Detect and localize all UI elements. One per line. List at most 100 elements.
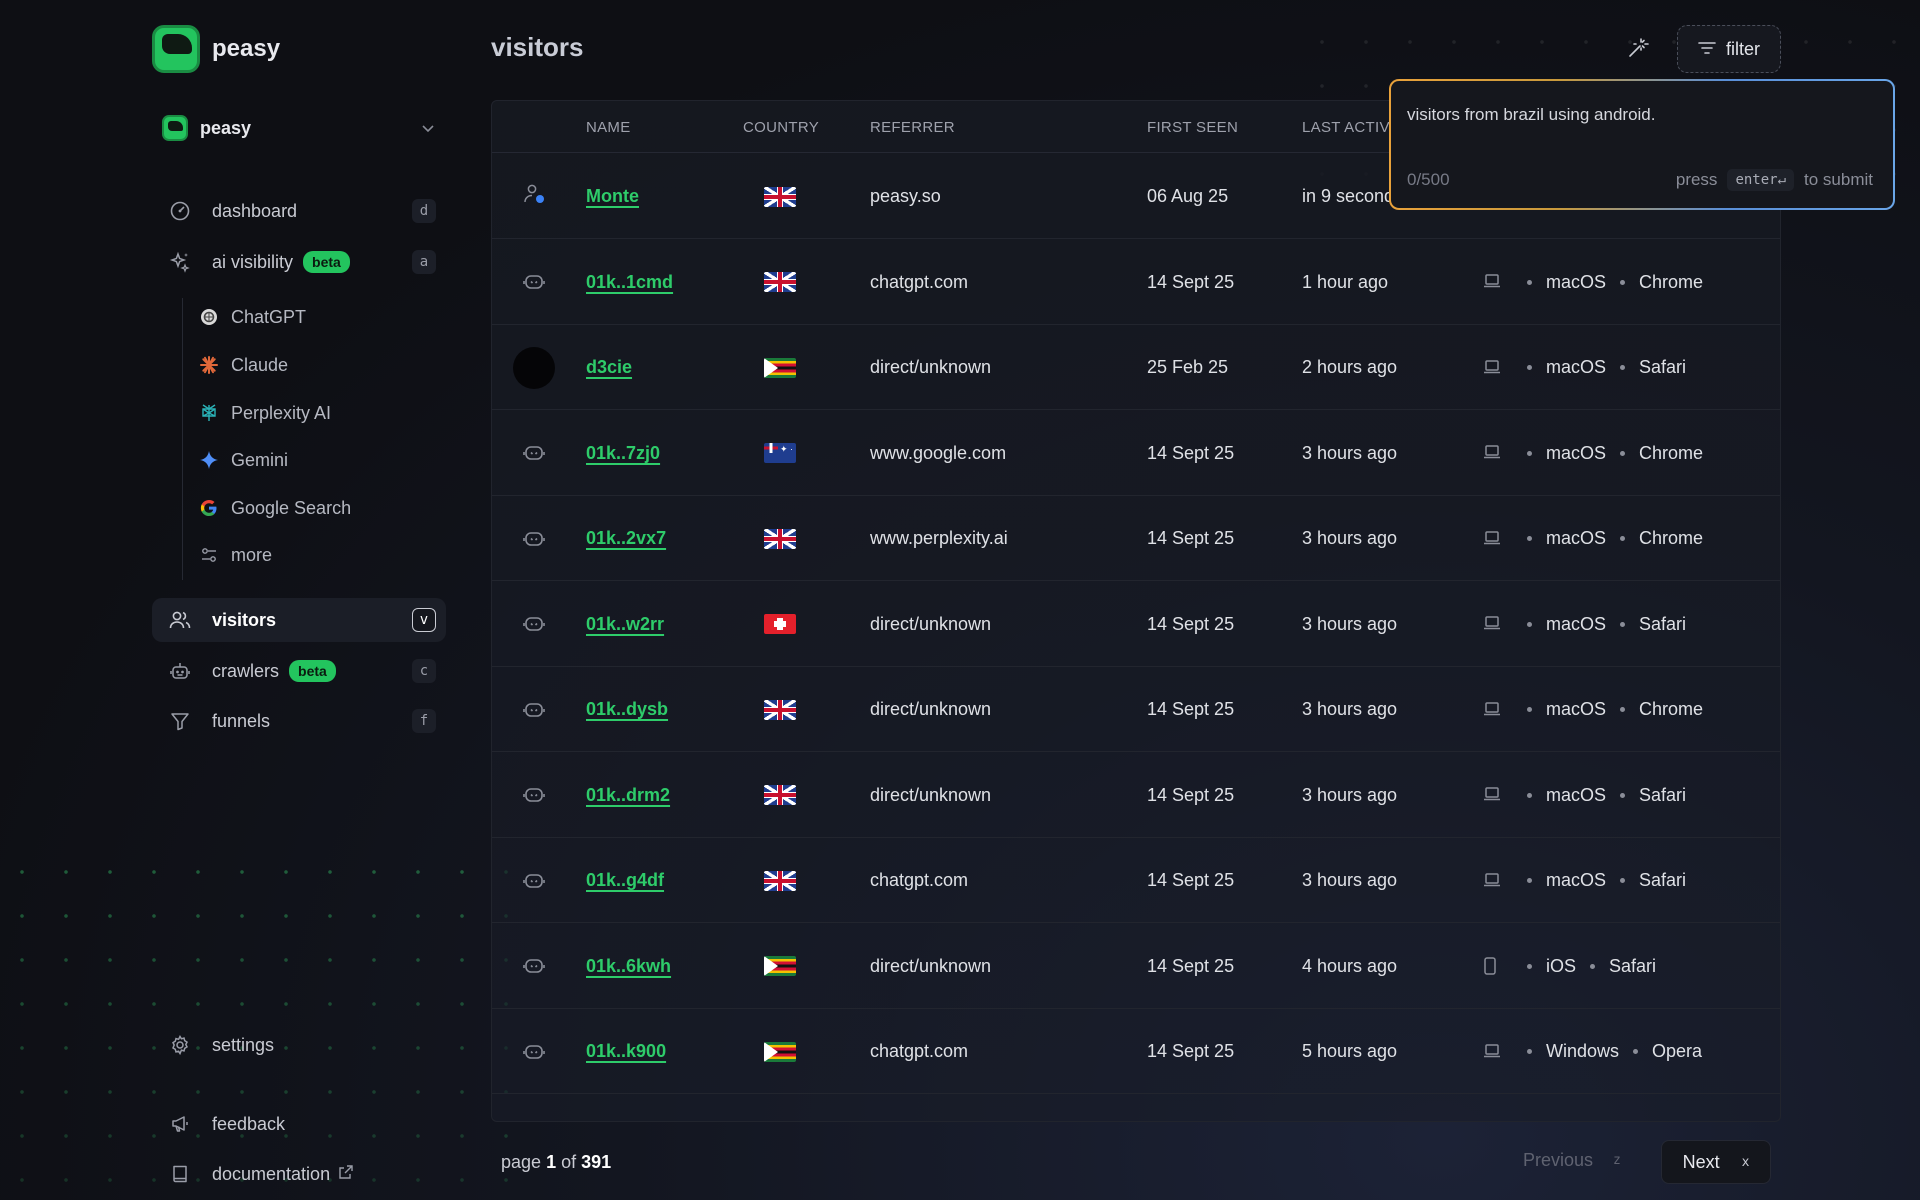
browser-label: Chrome [1639,271,1704,292]
sidebar-subitem-perplexity[interactable]: Perplexity AI [199,398,331,428]
country-flag-gb [764,785,796,805]
separator-dot [1620,536,1626,541]
ai-wand-button[interactable] [1626,36,1654,64]
laptop-icon [1483,273,1501,291]
os-label: macOS [1546,357,1607,377]
column-header-first-seen[interactable]: FIRST SEEN [1147,119,1239,136]
table-row[interactable]: 01k..w2rr direct/unknown 14 Sept 25 3 hours… [492,582,1780,667]
previous-button[interactable]: Previous z [1523,1150,1621,1171]
table-row[interactable]: d3cie direct/unknown 25 Feb 25 2 hours ago m… [492,325,1780,410]
visitor-name-link[interactable]: 01k..7zj0 [586,442,661,463]
sliders-icon [199,545,219,565]
referrer-cell: chatgpt.com [870,1041,969,1061]
table-row[interactable]: 01k..g4df chatgpt.com 14 Sept 25 3 hours ag… [492,838,1780,923]
filter-button[interactable]: filter [1677,25,1781,73]
country-cell [764,496,796,581]
table-header: NAME COUNTRY REFERRER FIRST SEEN LAST AC… [492,101,1780,153]
of-word: of [561,1152,577,1172]
first-seen-cell: 14 Sept 25 [1147,784,1235,805]
sidebar-item-documentation[interactable]: documentation [152,1152,446,1196]
device-cell: macOS Chrome [1483,240,1703,325]
table-row[interactable]: Monte peasy.so 06 Aug 25 in 9 second [492,154,1780,239]
visitor-name-link[interactable]: Monte [586,186,639,206]
sidebar-item-label: crawlers [212,660,280,681]
sidebar-item-feedback[interactable]: feedback [152,1102,446,1146]
sidebar-item-dashboard[interactable]: dashboard d [152,189,446,233]
visitor-name-link[interactable]: 01k..drm2 [586,784,671,805]
robot-face-icon [523,872,545,890]
visitor-name-link[interactable]: 01k..g4df [586,870,665,890]
table-row[interactable]: 01k..drm2 direct/unknown 14 Sept 25 3 hours… [492,753,1780,838]
name-cell: d3cie [586,325,632,410]
table-row[interactable]: 01k..2vx7 www.perplexity.ai 14 Sept 25 3 ho… [492,496,1780,581]
visitor-name-link[interactable]: d3cie [586,357,633,377]
robot-face-icon [523,957,545,975]
robot-face-icon [523,273,545,291]
os-label: macOS [1546,870,1607,890]
separator-dot [1527,878,1532,883]
workspace-selector[interactable]: peasy [162,110,442,146]
country-flag-zw [764,1041,796,1062]
sidebar-subitem-gemini[interactable]: Gemini [199,445,288,475]
column-header-referrer[interactable]: REFERRER [870,119,955,136]
table-row[interactable]: 01k..7zj0 www.google.com 14 Sept 25 3 hours… [492,411,1780,496]
table-row[interactable]: 01k..1cmd chatgpt.com 14 Sept 25 1 hour ago… [492,240,1780,325]
country-flag-gb [764,272,796,292]
name-cell: 01k..7zj0 [586,411,660,496]
visitor-name-link[interactable]: 01k..w2rr [586,613,665,634]
table-row[interactable]: 01k..dysb direct/unknown 14 Sept 25 3 hours… [492,667,1780,752]
visitor-name-link[interactable]: 01k..dysb [586,699,669,719]
column-header-last-active[interactable]: LAST ACTIV [1302,119,1390,136]
sidebar-subitem-more[interactable]: more [199,540,272,570]
sidebar: peasy peasy dashboard d ai visibility be… [152,0,452,1200]
laptop-icon [1483,872,1501,890]
os-label: iOS [1546,955,1577,976]
sidebar-subitem-chatgpt[interactable]: ChatGPT [199,302,306,332]
visitor-name-link[interactable]: 01k..1cmd [586,271,674,292]
brand[interactable]: peasy [152,25,280,73]
visitor-name-link[interactable]: 01k..2vx7 [586,528,667,548]
sidebar-subitem-claude[interactable]: Claude [199,350,288,380]
row-avatar-cell [509,838,559,923]
separator-dot [1527,365,1532,370]
name-cell: 01k..6kwh [586,924,671,1009]
country-flag-zw [764,357,796,378]
visitor-name-link[interactable]: 01k..k900 [586,1041,667,1061]
sidebar-item-funnels[interactable]: funnels f [152,699,446,743]
sidebar-subitem-label: more [231,544,273,565]
sidebar-item-ai-visibility[interactable]: ai visibility beta a [152,240,446,284]
country-flag-gb [764,870,796,891]
laptop-icon [1483,530,1501,548]
referrer-cell: www.google.com [870,442,1007,463]
country-cell [764,1009,796,1094]
device-cell: macOS Safari [1483,753,1686,838]
sidebar-item-visitors[interactable]: visitors v [152,598,446,642]
sidebar-subitem-label: ChatGPT [231,306,307,327]
country-flag-gb [764,699,796,720]
separator-dot [1527,450,1532,456]
name-cell: 01k..drm2 [586,753,670,838]
robot-face-icon [523,444,545,462]
referrer-cell: peasy.so [870,186,941,206]
sidebar-item-crawlers[interactable]: crawlers beta c [152,649,446,693]
column-header-country[interactable]: COUNTRY [743,119,819,136]
visitor-name-link[interactable]: 01k..6kwh [586,955,672,976]
next-button[interactable]: Next x [1661,1140,1771,1184]
device-cell: macOS Safari [1483,582,1686,667]
table-row[interactable]: 01k..k900 chatgpt.com 14 Sept 25 5 hours ag… [492,1009,1780,1094]
sidebar-subitem-google-search[interactable]: Google Search [199,493,351,523]
user-online-icon [523,183,545,210]
os-label: macOS [1546,528,1607,548]
shortcut-key: x [1741,1154,1750,1170]
separator-dot [1527,963,1532,969]
device-cell: macOS Chrome [1483,667,1703,752]
separator-dot [1527,792,1532,798]
sidebar-item-settings[interactable]: settings [152,1023,446,1067]
referrer-cell: chatgpt.com [870,870,969,890]
last-active-cell: 3 hours ago [1302,528,1398,548]
column-header-name[interactable]: NAME [586,119,631,136]
table-row[interactable]: 01k..6kwh direct/unknown 14 Sept 25 4 hours… [492,924,1780,1009]
filter-query-input[interactable]: visitors from brazil using android. [1407,105,1656,124]
separator-dot [1633,1049,1639,1054]
browser-label: Safari [1609,955,1657,976]
